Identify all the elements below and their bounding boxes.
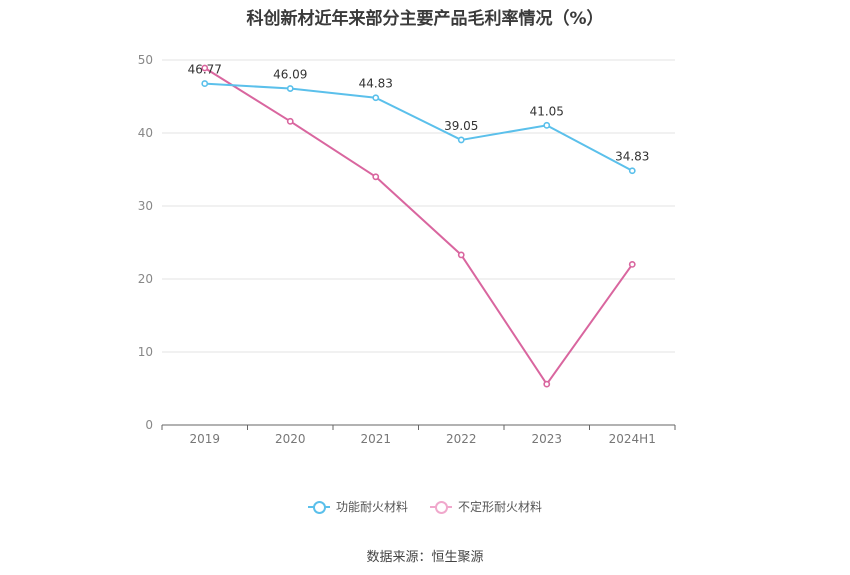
series-0-point-2022 — [457, 136, 465, 144]
chart-legend: 功能耐火材料 不定形耐火材料 — [0, 498, 850, 515]
legend-swatch-unshaped-icon — [430, 500, 452, 514]
series-0-point-2024H1 — [628, 167, 636, 175]
series-1-point-2021 — [372, 173, 380, 181]
legend-item-unshaped[interactable]: 不定形耐火材料 — [430, 498, 542, 515]
data-label-2023: 41.05 — [530, 104, 564, 118]
series-0-point-2021 — [372, 94, 380, 102]
x-tick-label-2023: 2023 — [531, 432, 562, 446]
series-1-point-2022 — [457, 251, 465, 259]
y-tick-label-40: 40 — [138, 126, 153, 140]
y-tick-label-30: 30 — [138, 199, 153, 213]
legend-label-unshaped: 不定形耐火材料 — [458, 500, 543, 514]
x-tick-label-2022: 2022 — [446, 432, 477, 446]
data-label-2024H1: 34.83 — [615, 150, 649, 164]
series-0-point-2020 — [286, 85, 294, 92]
series-line-0 — [204, 82, 633, 172]
data-label-2020: 46.09 — [273, 68, 307, 82]
x-tick-label-2020: 2020 — [275, 432, 306, 446]
x-tick-label-2021: 2021 — [360, 432, 391, 446]
series-0-point-2019 — [201, 80, 209, 87]
chart-title: 科创新材近年来部分主要产品毛利率情况（%） — [246, 9, 604, 29]
data-label-2021: 44.83 — [359, 77, 393, 91]
legend-item-functional[interactable]: 功能耐火材料 — [307, 498, 408, 515]
data-label-2022: 39.05 — [444, 119, 478, 133]
series-1-point-2024H1 — [628, 260, 636, 268]
legend-label-functional: 功能耐火材料 — [335, 500, 408, 514]
series-1-point-2019 — [201, 64, 209, 72]
series-1-point-2023 — [543, 380, 551, 388]
data-source: 数据来源：恒生聚源 — [366, 550, 484, 565]
y-tick-label-10: 10 — [138, 345, 153, 359]
series-0-point-2023 — [543, 121, 551, 129]
legend-swatch-functional-icon — [307, 500, 330, 514]
y-tick-label-20: 20 — [138, 272, 153, 286]
series-line-1 — [204, 67, 634, 386]
x-tick-label-2024H1: 2024H1 — [609, 432, 656, 446]
y-tick-label-0: 0 — [145, 418, 153, 432]
series-1-point-2020 — [286, 117, 294, 125]
data-label-2019: 46.77 — [188, 63, 222, 77]
x-tick-label-2019: 2019 — [189, 432, 220, 446]
y-tick-label-50: 50 — [138, 53, 153, 67]
